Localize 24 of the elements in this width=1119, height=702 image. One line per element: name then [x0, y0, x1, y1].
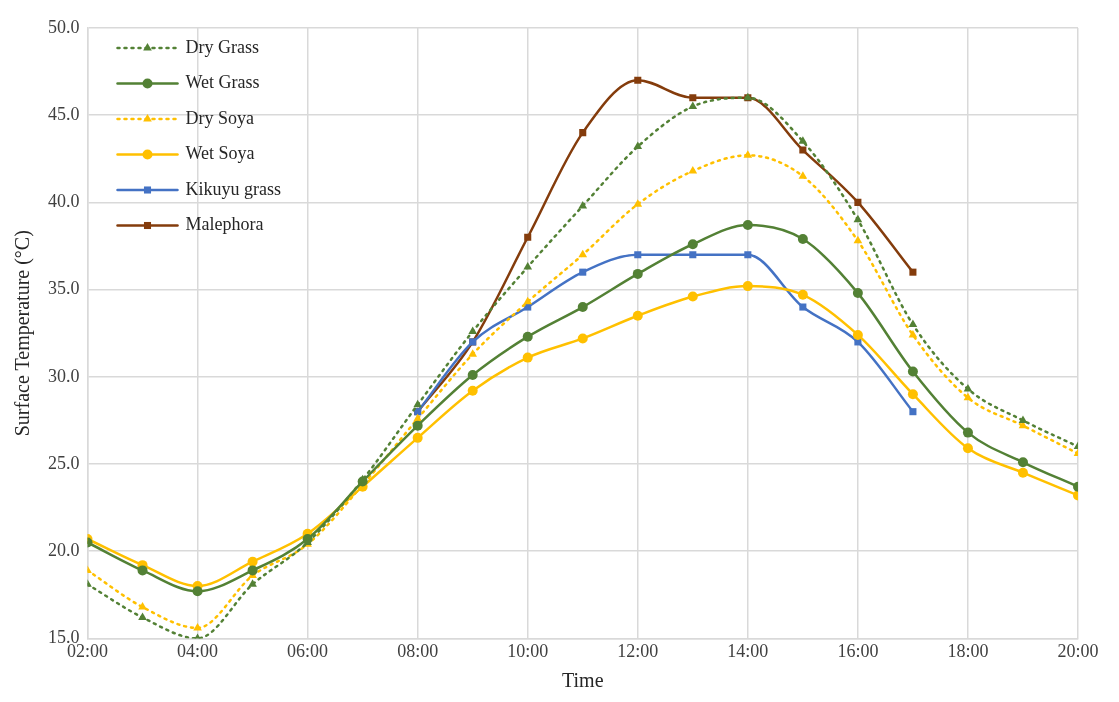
y-tick-label: 50.0: [48, 16, 80, 37]
legend-label: Wet Grass: [185, 72, 260, 93]
x-tick-label: 08:00: [397, 640, 439, 661]
x-tick-label: 18:00: [947, 640, 989, 661]
y-tick-label: 20.0: [48, 539, 80, 560]
x-tick-label: 06:00: [287, 640, 329, 661]
y-tick-label: 30.0: [48, 365, 80, 386]
x-tick-label: 10:00: [507, 640, 549, 661]
legend-label: Kikuyu grass: [185, 178, 281, 199]
x-axis-title: Time: [561, 669, 604, 692]
y-tick-label: 40.0: [48, 191, 80, 212]
y-tick-label: 25.0: [48, 452, 80, 473]
x-tick-label: 12:00: [617, 640, 659, 661]
y-tick-label: 45.0: [48, 103, 80, 124]
x-tick-label: 04:00: [177, 640, 219, 661]
legend-label: Wet Soya: [185, 143, 255, 164]
legend-label: Malephora: [185, 214, 264, 235]
legend-label: Dry Soya: [185, 107, 254, 128]
x-tick-label: 16:00: [837, 640, 879, 661]
x-tick-label: 20:00: [1057, 640, 1099, 661]
y-axis-title: Surface Temperature (°C): [11, 230, 35, 437]
y-tick-label: 35.0: [48, 278, 80, 299]
legend-label: Dry Grass: [185, 36, 259, 57]
x-tick-label: 14:00: [727, 640, 769, 661]
